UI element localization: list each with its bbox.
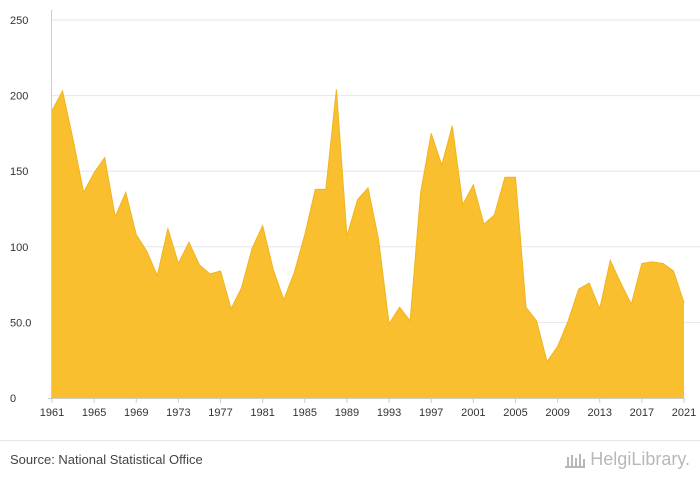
- y-tick-label: 250: [10, 15, 28, 27]
- x-tick-label: 2009: [545, 407, 569, 419]
- x-tick-label: 2017: [630, 407, 654, 419]
- x-tick-label: 2001: [461, 407, 485, 419]
- x-tick-label: 1985: [293, 407, 317, 419]
- area-fill: [52, 89, 684, 398]
- x-tick-label: 1981: [250, 407, 274, 419]
- helgi-library-logo: HelgiLibrary.: [564, 449, 690, 470]
- y-tick-label: 0: [10, 393, 16, 405]
- x-tick-label: 1969: [124, 407, 148, 419]
- y-tick-label: 200: [10, 91, 28, 103]
- x-tick-label: 1961: [40, 407, 64, 419]
- x-tick-label: 2013: [587, 407, 611, 419]
- x-tick-label: 2005: [503, 407, 527, 419]
- y-axis-tick-labels: 0 50.0 100 150 200 250: [10, 15, 31, 405]
- library-building-icon: [565, 453, 586, 468]
- area-series: [51, 89, 685, 398]
- y-tick-label: 50.0: [10, 317, 31, 329]
- x-tick-label: 1993: [377, 407, 401, 419]
- logo-text: HelgiLibrary.: [590, 449, 690, 469]
- y-tick-label: 100: [10, 242, 28, 254]
- x-tick-label: 1965: [82, 407, 106, 419]
- axes: [48, 10, 685, 403]
- area-line: [51, 89, 685, 363]
- x-tick-label: 1989: [335, 407, 359, 419]
- x-tick-label: 1977: [208, 407, 232, 419]
- source-note: Source: National Statistical Office: [10, 452, 203, 467]
- x-tick-label: 1997: [419, 407, 443, 419]
- x-axis-tick-labels: 1961 1965 1969 1973 1977 1981 1985 1989 1993 1997…: [40, 407, 696, 419]
- chart-footer: Source: National Statistical Office Helg…: [0, 440, 700, 483]
- y-tick-label: 150: [10, 166, 28, 178]
- x-tick-label: 2021: [672, 407, 696, 419]
- x-tick-label: 1973: [166, 407, 190, 419]
